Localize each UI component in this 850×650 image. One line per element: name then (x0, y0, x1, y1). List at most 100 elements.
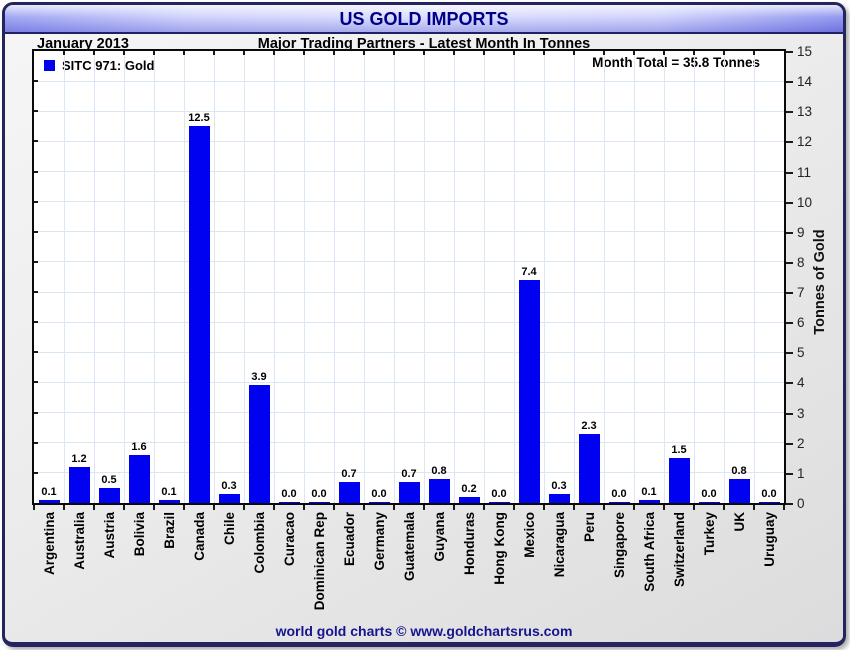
v-gridline (183, 51, 185, 503)
bar (518, 280, 540, 503)
x-tick (723, 505, 725, 510)
x-tick (633, 505, 635, 510)
bar-value-label: 0.8 (431, 464, 447, 477)
x-tick (183, 505, 185, 510)
h-gridline (34, 201, 784, 203)
top-tick (273, 51, 275, 55)
y-tick-label: 8 (797, 254, 805, 270)
top-tick (63, 51, 65, 55)
x-category-label: Turkey (701, 512, 717, 556)
x-category-label: UK (731, 512, 747, 532)
x-tick (453, 505, 455, 510)
x-category-label: Guatemala (401, 512, 417, 582)
h-gridline (34, 140, 784, 142)
bar-value-label: 0.0 (281, 488, 297, 500)
top-tick (603, 51, 605, 55)
bar (488, 502, 510, 503)
v-gridline (753, 51, 755, 503)
x-category-label: Ecuador (341, 512, 357, 567)
x-tick (63, 505, 65, 510)
x-tick (363, 505, 365, 510)
bar (338, 481, 360, 503)
x-tick (783, 505, 785, 510)
bar (398, 481, 420, 503)
footer-credit: world gold charts © www.goldchartsrus.co… (275, 623, 573, 639)
bar-value-label: 0.3 (221, 479, 237, 492)
x-category-label: Dominican Rep (311, 512, 327, 611)
y-tick (786, 322, 793, 325)
y-tick (786, 171, 793, 174)
bar (668, 457, 690, 503)
x-category-label: South Africa (641, 512, 657, 592)
y-tick (786, 352, 793, 355)
bar (38, 500, 60, 503)
top-tick (123, 51, 125, 55)
h-gridline (34, 412, 784, 414)
bar-value-label: 0.5 (101, 473, 117, 486)
v-gridline (693, 51, 695, 503)
bar (458, 496, 480, 503)
left-tick (34, 200, 38, 203)
bar (728, 478, 750, 503)
x-tick (753, 505, 755, 510)
left-tick (34, 140, 38, 143)
h-gridline (34, 261, 784, 263)
bar-value-label: 0.0 (491, 488, 507, 500)
v-gridline (333, 51, 335, 503)
y-tick-label: 0 (797, 496, 805, 511)
x-tick (123, 505, 125, 510)
x-category-label: Argentina (41, 512, 57, 576)
y-tick-label: 6 (797, 315, 805, 331)
v-gridline (273, 51, 275, 503)
top-tick (573, 51, 575, 55)
v-gridline (453, 51, 455, 503)
left-tick (34, 291, 38, 294)
top-tick (453, 51, 455, 55)
bar (758, 502, 780, 503)
x-category-label: Brazil (161, 512, 177, 549)
bar-value-label: 0.0 (701, 488, 717, 500)
x-category-label: Mexico (521, 512, 537, 558)
bar-value-label: 12.5 (188, 112, 210, 125)
v-gridline (243, 51, 245, 503)
bar-value-label: 0.7 (341, 467, 357, 480)
bar (278, 502, 300, 503)
top-tick (423, 51, 425, 55)
bar-value-label: 0.0 (311, 488, 327, 500)
v-gridline (723, 51, 725, 503)
x-tick (513, 505, 515, 510)
x-tick (573, 505, 575, 510)
x-tick (153, 505, 155, 510)
x-tick (243, 505, 245, 510)
top-tick (693, 51, 695, 55)
month-total-annotation: Month Total = 35.8 Tonnes (592, 55, 760, 70)
y-tick-label: 9 (797, 224, 805, 240)
y-tick-label: 10 (797, 194, 813, 210)
y-tick (786, 412, 793, 415)
y-tick (786, 261, 793, 264)
top-tick (753, 51, 755, 55)
bar (428, 478, 450, 503)
v-gridline (513, 51, 515, 503)
bar-value-label: 0.0 (371, 488, 387, 500)
bar (218, 493, 240, 503)
v-gridline (543, 51, 545, 503)
left-tick (34, 260, 38, 263)
x-category-label: Switzerland (671, 512, 687, 588)
title-bar: US GOLD IMPORTS (5, 5, 843, 34)
v-gridline (483, 51, 485, 503)
left-tick (34, 321, 38, 324)
y-tick (786, 503, 793, 505)
x-tick (603, 505, 605, 510)
bar-value-label: 0.1 (641, 486, 657, 498)
plot-area: SITC 971: Gold Month Total = 35.8 Tonnes… (32, 49, 786, 505)
y-tick (786, 51, 793, 53)
bar (248, 385, 270, 503)
top-tick (213, 51, 215, 55)
h-gridline (34, 442, 784, 444)
h-gridline (34, 321, 784, 323)
bar-value-label: 0.3 (551, 479, 567, 492)
h-gridline (34, 231, 784, 233)
y-tick-label: 3 (797, 405, 805, 421)
x-category-label: Canada (191, 512, 207, 561)
